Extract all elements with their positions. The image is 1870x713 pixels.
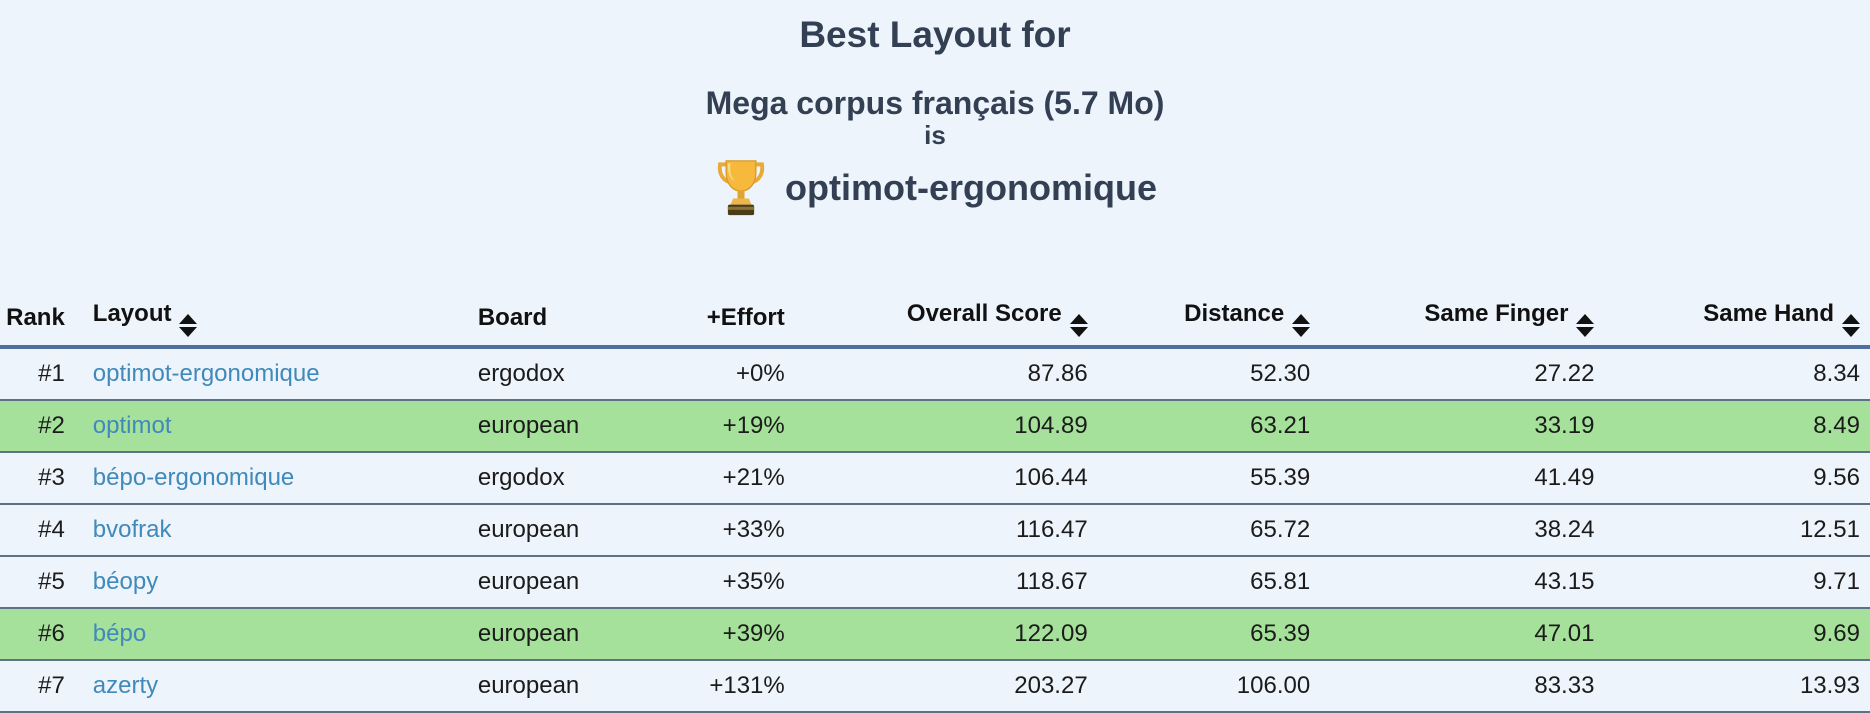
table-row: #2 optimot european +19% 104.89 63.21 33… [0,400,1870,453]
board-cell: ergodox [477,464,565,492]
same-hand-cell: 9.56 [1813,464,1860,492]
effort-cell: +131% [709,672,785,700]
same-hand-cell: 12.51 [1799,516,1860,544]
board-cell: ergodox [477,360,565,388]
sort-updown-icon[interactable] [1292,313,1311,337]
same-finger-cell: 47.01 [1534,620,1595,648]
layout-link[interactable]: béopy [92,568,159,596]
page-title: Best Layout for [799,14,1071,55]
same-finger-cell: 41.49 [1534,464,1595,492]
table-row: #1 optimot-ergonomique ergodox +0% 87.86… [0,347,1870,401]
sort-updown-icon[interactable] [1842,313,1860,337]
effort-cell: +39% [722,620,785,648]
overall-score-cell: 122.09 [1014,620,1088,648]
same-hand-cell: 8.49 [1813,412,1860,440]
layout-cell: bépo-ergonomique [75,452,477,504]
board-cell: european [477,412,580,440]
overall-score-cell: 104.89 [1014,412,1088,440]
distance-cell: 106.00 [1236,672,1311,700]
layout-ranking-table: Rank Layout Board +Effort Overall Score … [0,291,1870,713]
header-rank: Rank [0,291,75,350]
layout-link[interactable]: optimot [92,412,172,440]
sort-updown-icon[interactable] [1069,313,1088,337]
distance-cell: 63.21 [1250,412,1311,440]
layout-link[interactable]: bvofrak [92,516,172,544]
header-same-finger-sort[interactable]: Same Finger [1320,291,1605,350]
header-board: Board [476,291,702,350]
rank-cell: #2 [38,412,65,440]
header-same-hand-sort[interactable]: Same Hand [1604,291,1870,350]
header-effort: +Effort [701,291,795,350]
same-finger-cell: 38.24 [1534,516,1595,544]
header-distance-sort[interactable]: Distance [1097,291,1321,350]
sort-updown-icon[interactable] [179,313,198,337]
same-finger-cell: 27.22 [1534,360,1595,388]
layout-link[interactable]: azerty [92,672,159,700]
header-overall-score-sort[interactable]: Overall Score [794,291,1098,350]
same-hand-cell: 9.69 [1813,620,1860,648]
overall-score-cell: 118.67 [1016,568,1088,596]
rank-cell: #1 [38,360,65,388]
effort-cell: +0% [736,360,785,388]
same-finger-cell: 33.19 [1534,412,1595,440]
distance-cell: 55.39 [1250,464,1311,492]
layout-link[interactable]: optimot-ergonomique [92,360,320,388]
distance-cell: 65.39 [1250,620,1311,648]
effort-cell: +21% [722,464,785,492]
table-row: #6 bépo european +39% 122.09 65.39 47.01… [0,608,1870,661]
layout-cell: béopy [75,556,477,608]
table-row: #5 béopy european +35% 118.67 65.81 43.1… [0,556,1870,609]
connector-text: is [924,120,946,151]
effort-cell: +33% [722,516,785,544]
distance-cell: 65.81 [1250,568,1311,596]
board-cell: european [477,516,580,544]
same-hand-cell: 13.93 [1799,672,1860,700]
layout-cell: azerty [75,660,477,712]
winner-layout-name: optimot-ergonomique [785,167,1157,209]
same-hand-cell: 9.71 [1813,568,1860,596]
overall-score-cell: 87.86 [1027,360,1088,388]
effort-cell: +35% [722,568,785,596]
board-cell: european [477,620,580,648]
table-header-row: Rank Layout Board +Effort Overall Score … [0,291,1870,350]
board-cell: european [477,672,580,700]
rank-cell: #5 [38,568,65,596]
layout-cell: bépo [75,608,477,660]
table-row: #4 bvofrak european +33% 116.47 65.72 38… [0,504,1870,557]
distance-cell: 52.30 [1250,360,1311,388]
layout-link[interactable]: bépo-ergonomique [92,464,295,492]
layout-cell: bvofrak [75,504,477,556]
sort-updown-icon[interactable] [1576,313,1595,337]
rank-cell: #4 [38,516,65,544]
table-row: #7 azerty european +131% 203.27 106.00 8… [0,660,1870,713]
winner-line: optimot-ergonomique [0,157,1870,219]
same-hand-cell: 8.34 [1813,360,1860,388]
corpus-name: Mega corpus français (5.7 Mo) [705,84,1165,121]
layout-cell: optimot-ergonomique [75,347,477,400]
overall-score-cell: 106.44 [1014,464,1088,492]
rank-cell: #6 [38,620,65,648]
layout-link[interactable]: bépo [92,620,147,648]
trophy-icon [713,157,769,219]
layout-cell: optimot [75,400,477,452]
distance-cell: 65.72 [1250,516,1311,544]
page-header: Best Layout for Mega corpus français (5.… [0,14,1870,219]
table-row: #3 bépo-ergonomique ergodox +21% 106.44 … [0,452,1870,505]
overall-score-cell: 116.47 [1016,516,1088,544]
same-finger-cell: 43.15 [1534,568,1595,596]
effort-cell: +19% [722,412,785,440]
board-cell: european [477,568,580,596]
header-layout-sort[interactable]: Layout [74,291,477,350]
rank-cell: #7 [38,672,65,700]
rank-cell: #3 [38,464,65,492]
same-finger-cell: 83.33 [1534,672,1595,700]
overall-score-cell: 203.27 [1014,672,1088,700]
